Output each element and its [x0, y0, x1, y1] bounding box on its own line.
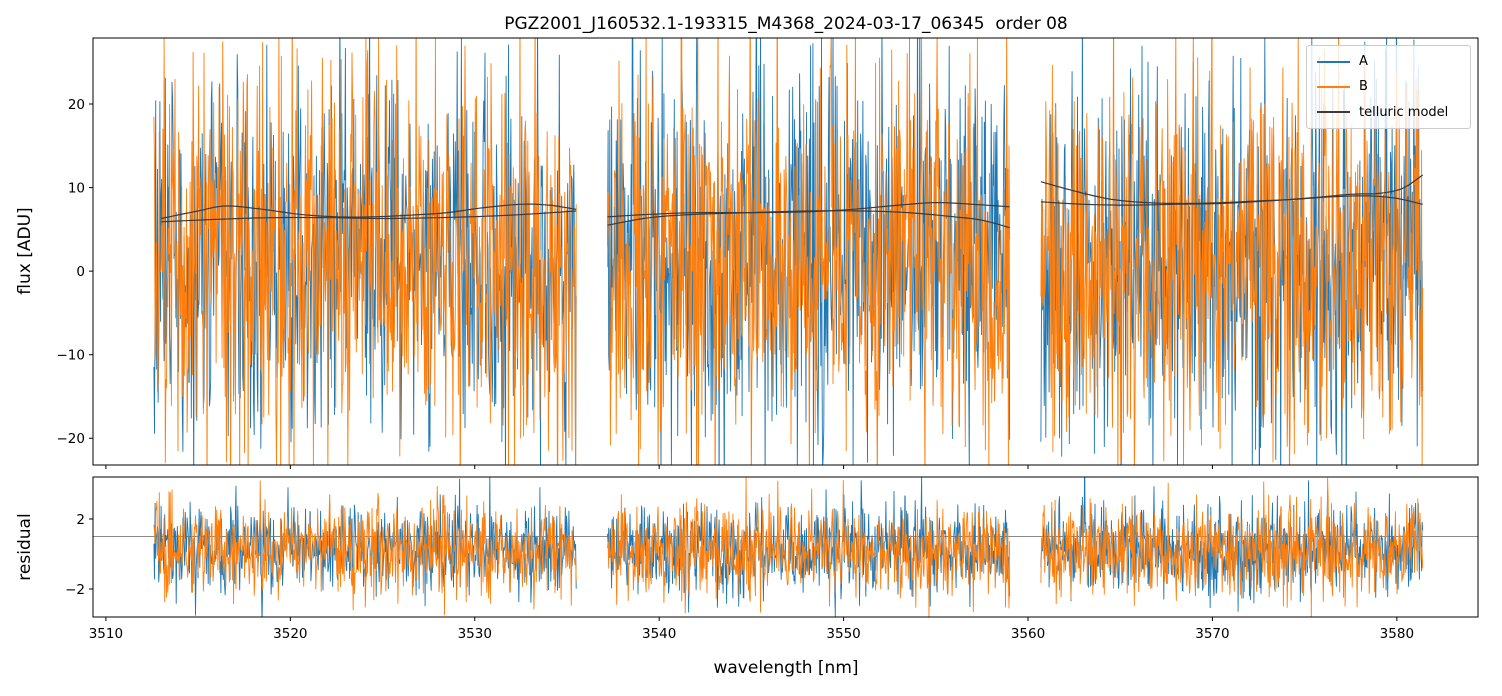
residual-panel	[93, 477, 1478, 617]
x-tick-label: 3520	[273, 626, 307, 642]
wavelength-axis-label: wavelength [nm]	[713, 658, 859, 678]
y-tick-label: 2	[76, 512, 85, 528]
x-tick-label: 3550	[826, 626, 860, 642]
flux-panel-frame	[92, 37, 1479, 466]
legend-line-telluric-icon	[1317, 111, 1350, 114]
legend-label-b: B	[1359, 79, 1368, 95]
y-tick-label: 0	[76, 264, 85, 280]
y-tick-label: −10	[57, 347, 86, 363]
flux-panel	[153, 38, 1424, 465]
legend-line-a-icon	[1317, 60, 1350, 63]
x-tick-label: 3530	[458, 626, 492, 642]
legend: A B telluric model	[1306, 45, 1471, 129]
series-B-trace	[607, 477, 1011, 617]
x-tick-label: 3510	[89, 626, 123, 642]
x-tick-label: 3540	[642, 626, 676, 642]
series-B-trace	[1040, 38, 1424, 465]
flux-axis-label: flux [ADU]	[15, 207, 35, 295]
y-tick-label: 20	[68, 97, 85, 113]
telluric-model-curve	[1040, 174, 1424, 206]
legend-label-a: A	[1359, 54, 1368, 70]
series-B-trace	[607, 38, 1011, 465]
y-tick-label: −20	[57, 431, 86, 447]
residual-panel-frame	[92, 476, 1479, 618]
series-B-trace	[153, 38, 577, 465]
legend-item-telluric: telluric model	[1307, 105, 1470, 120]
y-tick-label: −2	[65, 582, 85, 598]
x-tick-label: 3580	[1380, 626, 1414, 642]
y-tick-label: 10	[68, 180, 85, 196]
telluric-model-curve	[161, 203, 577, 220]
telluric-model-curve	[1040, 181, 1423, 205]
legend-label-telluric: telluric model	[1359, 104, 1449, 120]
series-A-trace	[607, 38, 1011, 465]
telluric-model-curve	[607, 210, 1010, 229]
series-B-trace	[1040, 477, 1424, 617]
legend-item-b: B	[1307, 79, 1470, 94]
x-tick-label: 3570	[1195, 626, 1229, 642]
legend-line-b-icon	[1317, 85, 1350, 88]
x-tick-label: 3560	[1011, 626, 1045, 642]
figure-title: PGZ2001_J160532.1-193315_M4368_2024-03-1…	[504, 14, 1068, 34]
residual-axis-label: residual	[15, 513, 35, 581]
telluric-model-curve	[161, 210, 577, 223]
series-B-trace	[153, 480, 577, 616]
legend-item-a: A	[1307, 54, 1470, 69]
series-A-trace	[1040, 38, 1424, 465]
